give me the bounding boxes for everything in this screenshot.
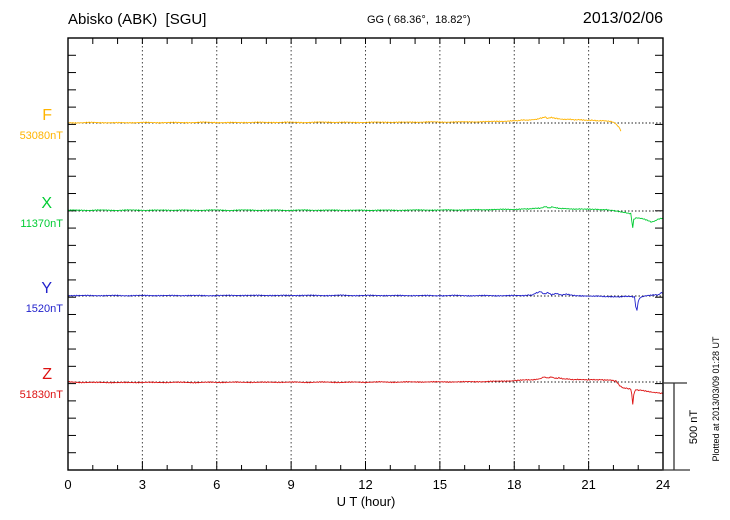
series-letter-Y: Y <box>41 280 52 297</box>
hour-label-24: 24 <box>656 477 670 492</box>
trace-X <box>67 206 664 228</box>
amplitude-scale-bar: 500 nT <box>662 382 700 471</box>
plot-frame <box>67 37 664 471</box>
hour-label-12: 12 <box>358 477 372 492</box>
series-letter-X: X <box>41 195 52 212</box>
page-title: Abisko (ABK) [SGU] <box>68 11 207 28</box>
scale-bar-label: 500 nT <box>688 410 700 445</box>
trace-Y <box>67 291 664 311</box>
x-axis-label: U T (hour) <box>337 494 396 509</box>
series-baseline-value-Y: 1520nT <box>25 303 63 315</box>
series-baseline-value-F: 53080nT <box>19 130 63 142</box>
hour-label-15: 15 <box>433 477 447 492</box>
hour-label-18: 18 <box>507 477 521 492</box>
hour-label-6: 6 <box>213 477 220 492</box>
observation-date: 2013/02/06 <box>582 10 663 27</box>
series-baseline-value-X: 11370nT <box>20 218 63 230</box>
gridlines <box>141 38 590 470</box>
plotted-at-timestamp: Plotted at 2013/03/09 01:28 UT <box>711 336 721 462</box>
hour-label-0: 0 <box>64 477 71 492</box>
hour-label-3: 3 <box>139 477 146 492</box>
hour-label-9: 9 <box>288 477 295 492</box>
series-letter-Z: Z <box>42 366 52 383</box>
trace-F <box>67 116 622 132</box>
hour-tick-labels: 0 3 6 9 12 15 18 21 24 <box>64 477 670 492</box>
hour-label-21: 21 <box>581 477 595 492</box>
series-letter-F: F <box>42 107 52 124</box>
axis-ticks <box>68 38 663 470</box>
trace-Z <box>67 376 664 405</box>
data-traces <box>67 116 664 405</box>
geographic-coordinates: GG ( 68.36°, 18.82°) <box>367 14 471 26</box>
series-baseline-value-Z: 51830nT <box>19 389 63 401</box>
